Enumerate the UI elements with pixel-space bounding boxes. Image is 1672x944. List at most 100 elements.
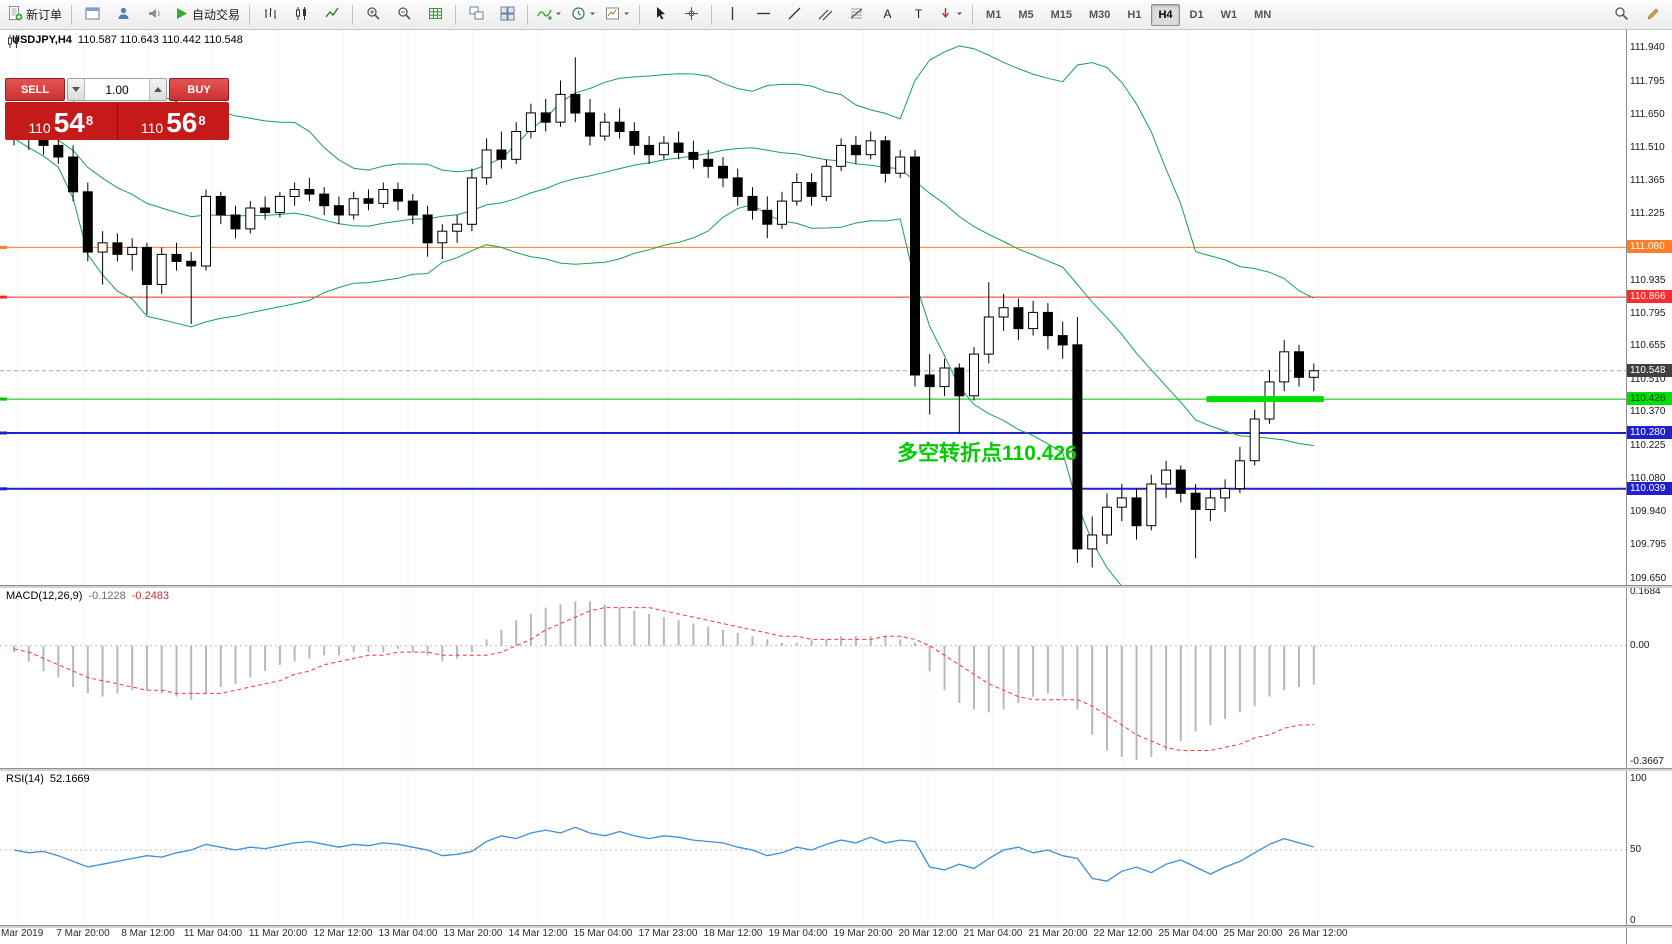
rsi-chart[interactable] (0, 770, 1626, 925)
svg-text:A: A (883, 7, 891, 21)
pivot-annotation-text[interactable]: 多空转折点110.426 (897, 442, 1077, 465)
time-label: 8 Mar 12:00 (121, 928, 175, 939)
timeframe-h4-button[interactable]: H4 (1151, 3, 1180, 26)
new-order-label: 新订单 (26, 8, 63, 22)
price-tag-110.039: 110.039 (1627, 481, 1672, 495)
chevron-down-icon (623, 6, 630, 24)
text-tool-button[interactable]: A (872, 2, 902, 28)
level-anchor-icon (0, 487, 7, 491)
time-label: 26 Mar 12:00 (1288, 928, 1348, 939)
buy-price-display[interactable]: 110 56 8 (117, 102, 229, 140)
data-window-icon (147, 6, 162, 24)
timeframe-m5-button[interactable]: M5 (1018, 8, 1034, 21)
quick-edit-button[interactable] (1638, 2, 1668, 28)
toolbar-separator (71, 4, 73, 25)
market-watch-button[interactable] (108, 2, 138, 28)
volume-decrease-button[interactable] (68, 79, 85, 100)
time-label: 13 Mar 20:00 (443, 928, 503, 939)
templates-menu-button[interactable] (601, 2, 634, 28)
panel-divider[interactable] (0, 925, 1672, 928)
zoom-in-button[interactable] (358, 2, 388, 28)
cascade-windows-button[interactable] (492, 2, 522, 28)
crosshair-tool-button[interactable] (676, 2, 706, 28)
timeframe-d1-button[interactable]: D1 (1189, 8, 1204, 21)
arrow-tool-button[interactable] (934, 2, 967, 28)
axis-label: 111.795 (1630, 75, 1665, 87)
axis-label: 109.940 (1630, 505, 1667, 517)
one-click-trading-panel: SELL 1.00 BUY 110 54 8 110 56 8 (5, 78, 229, 140)
chevron-down-icon (555, 6, 562, 24)
bollinger-middle-band (13, 128, 1314, 447)
volume-input[interactable]: 1.00 (105, 82, 129, 97)
indicators-menu-button[interactable] (533, 2, 566, 28)
new-order-button[interactable]: 新订单 (4, 2, 66, 28)
chart-bars-button[interactable] (255, 2, 285, 28)
level-anchor-icon (0, 245, 7, 249)
time-label: 12 Mar 12:00 (313, 928, 373, 939)
text-tool-icon: A (880, 6, 895, 24)
toolbar-separator (352, 4, 354, 25)
panel-divider[interactable] (0, 585, 1672, 588)
axis-label: 110.370 (1630, 406, 1666, 418)
timeframe-m1-button[interactable]: M1 (986, 8, 1002, 21)
toolbar-right-group (1606, 2, 1668, 28)
auto-trading-button[interactable]: 自动交易 (170, 2, 244, 28)
zoom-in-icon (366, 6, 381, 24)
sell-button[interactable]: SELL (5, 78, 65, 101)
time-axis[interactable]: 7 Mar 2019 7 Mar 20:00 8 Mar 12:00 11 Mar 0… (0, 925, 1626, 944)
price-axis[interactable]: 111.940 111.795 111.650 111.510 111.365 111.2… (1626, 30, 1672, 944)
vertical-line-tool-button[interactable] (717, 2, 747, 28)
timeframe-m30-button[interactable]: M30 (1089, 8, 1111, 21)
chart-line-button[interactable] (317, 2, 347, 28)
timeframe-w1-button[interactable]: W1 (1220, 8, 1238, 21)
search-button[interactable] (1606, 2, 1636, 28)
cursor-tool-icon (653, 6, 668, 24)
level-anchor-icon (0, 295, 7, 299)
macd-indicator-panel[interactable]: MACD(12,26,9) -0.1228 -0.2483 (0, 587, 1626, 768)
price-chart-panel[interactable]: USDJPY,H4 110.587 110.643 110.442 110.54… (0, 30, 1626, 585)
zoom-out-button[interactable] (389, 2, 419, 28)
charts-window-button[interactable] (77, 2, 107, 28)
arrow-tool-icon (938, 6, 953, 24)
time-label: 18 Mar 12:00 (703, 928, 763, 939)
axis-label: 110.795 (1630, 307, 1666, 319)
macd-signal-line (13, 607, 1314, 751)
rsi-indicator-panel[interactable]: RSI(14) 52.1669 (0, 770, 1626, 925)
sell-price-prefix: 110 (28, 120, 51, 136)
panel-divider[interactable] (0, 768, 1672, 771)
macd-chart[interactable] (0, 587, 1626, 768)
axis-label: 111.510 (1630, 141, 1665, 153)
candlestick-chart[interactable] (0, 30, 1626, 585)
timeframe-m15-button[interactable]: M15 (1050, 8, 1072, 21)
periods-menu-button[interactable] (567, 2, 600, 28)
rsi-header: RSI(14) 52.1669 (6, 773, 90, 785)
bollinger-lower-band (13, 137, 1122, 585)
chart-candlesticks-button[interactable] (286, 2, 316, 28)
time-label: 25 Mar 04:00 (1158, 928, 1218, 939)
cursor-tool-button[interactable] (645, 2, 675, 28)
volume-increase-button[interactable] (149, 79, 166, 100)
timeframe-h1-button[interactable]: H1 (1127, 8, 1142, 21)
fibonacci-tool-icon (849, 6, 864, 24)
buy-button[interactable]: BUY (169, 78, 229, 101)
trendline-tool-button[interactable] (779, 2, 809, 28)
chevron-down-icon (956, 6, 963, 24)
timeframe-mn-button[interactable]: MN (1254, 8, 1272, 21)
time-label: 22 Mar 12:00 (1093, 928, 1153, 939)
channel-tool-icon (818, 6, 833, 24)
label-tool-button[interactable]: T (903, 2, 933, 28)
axis-label: 109.650 (1630, 573, 1667, 585)
data-window-button[interactable] (139, 2, 169, 28)
pivot-level-line[interactable] (1206, 396, 1324, 403)
grid-toggle-button[interactable] (420, 2, 450, 28)
macd-signal-value: -0.2483 (131, 590, 170, 602)
horizontal-line-tool-button[interactable] (748, 2, 778, 28)
sell-price-main: 54 (53, 107, 85, 138)
fibonacci-tool-button[interactable] (841, 2, 871, 28)
tile-windows-button[interactable] (461, 2, 491, 28)
channel-tool-button[interactable] (810, 2, 840, 28)
rsi-value: 52.1669 (49, 773, 90, 785)
sell-price-display[interactable]: 110 54 8 (5, 102, 118, 140)
axis-label: 111.650 (1630, 109, 1665, 121)
price-tag-110.426: 110.426 (1627, 392, 1672, 406)
